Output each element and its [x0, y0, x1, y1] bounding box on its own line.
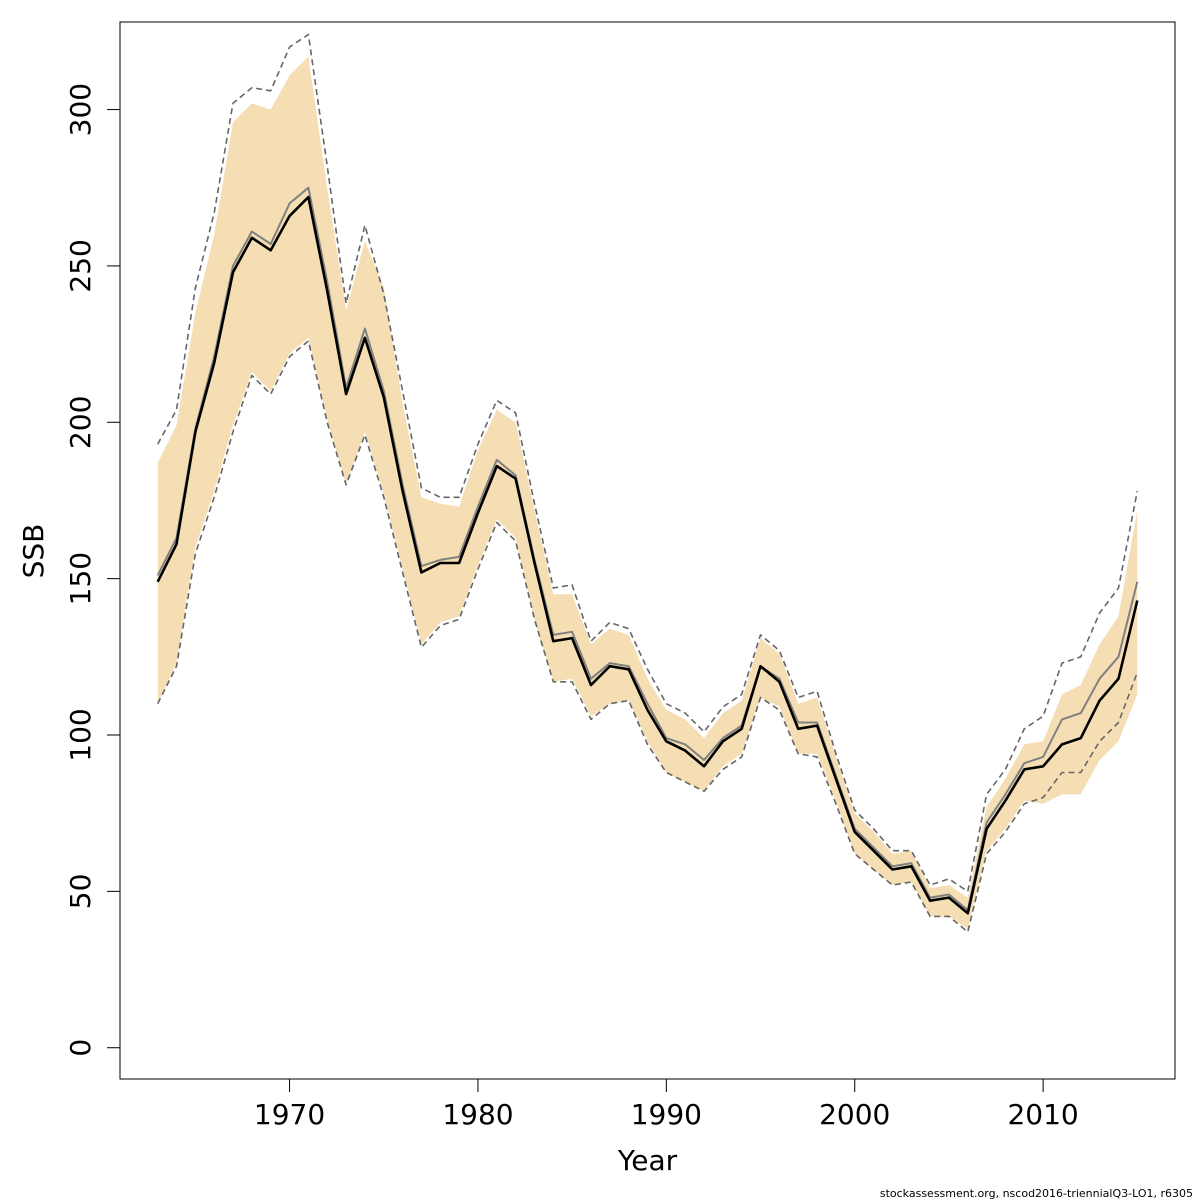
x-tick-label: 1990 — [631, 1098, 702, 1131]
y-tick-label: 300 — [64, 83, 97, 136]
x-axis-title: Year — [617, 1144, 678, 1177]
ssb-estimate-line — [156, 195, 1139, 915]
lower-dashed-line — [156, 340, 1139, 933]
y-tick-label: 200 — [64, 396, 97, 449]
plot-frame — [119, 21, 1176, 1080]
y-tick-label: 50 — [64, 874, 97, 910]
y-tick-label: 100 — [64, 708, 97, 761]
x-tick-label: 2000 — [819, 1098, 890, 1131]
x-tick-label: 1980 — [442, 1098, 513, 1131]
confidence-band — [157, 56, 1138, 929]
x-tick-label: 1970 — [254, 1098, 325, 1131]
upper-dashed-line — [156, 33, 1139, 893]
footer-note: stockassessment.org, nscod2016-triennial… — [880, 1187, 1193, 1200]
y-tick-label: 250 — [64, 239, 97, 292]
x-tick-label: 2010 — [1007, 1098, 1078, 1131]
confidence-band-layer — [157, 56, 1138, 929]
y-axis-title: SSB — [17, 524, 50, 579]
series-line-layer — [156, 33, 1139, 933]
y-tick-label: 150 — [64, 552, 97, 605]
y-tick-label: 0 — [64, 1039, 97, 1057]
